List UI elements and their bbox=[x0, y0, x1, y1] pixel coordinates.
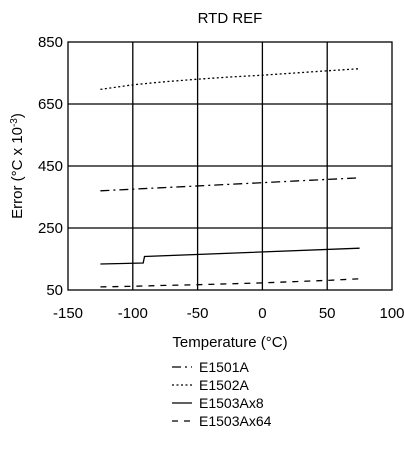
x-tick-label: -100 bbox=[118, 305, 148, 322]
legend-label: E1503Ax64 bbox=[199, 413, 272, 429]
x-tick-label: 0 bbox=[258, 305, 266, 322]
y-axis-label-end: ) bbox=[9, 113, 26, 118]
x-axis-label: Temperature (°C) bbox=[172, 334, 287, 351]
series-line-e1503ax8 bbox=[100, 247, 360, 265]
legend-label: E1501A bbox=[199, 359, 249, 375]
chart-title: RTD REF bbox=[198, 10, 263, 27]
x-tick-labels: -150 -100 -50 0 50 100 bbox=[53, 305, 404, 322]
y-axis-label: Error (°C x 10-3) bbox=[9, 113, 27, 219]
plot-frame bbox=[67, 41, 393, 291]
y-tick-label: 850 bbox=[38, 34, 63, 51]
x-tick-label: -150 bbox=[53, 305, 83, 322]
y-tick-labels: 50 250 450 650 850 bbox=[38, 34, 63, 299]
x-tick-label: -50 bbox=[187, 305, 209, 322]
legend-label: E1503Ax8 bbox=[199, 395, 264, 411]
x-tick-label: 50 bbox=[319, 305, 336, 322]
y-tick-label: 50 bbox=[46, 282, 63, 299]
y-tick-label: 250 bbox=[38, 220, 63, 237]
y-tick-label: 650 bbox=[38, 96, 63, 113]
series-line-e1501a bbox=[100, 177, 360, 192]
grid bbox=[68, 42, 392, 290]
legend-label: E1502A bbox=[199, 377, 249, 393]
y-axis-label-main: Error (°C x 10 bbox=[9, 127, 26, 219]
legend: E1501A E1502A E1503Ax8 E1503Ax64 bbox=[172, 359, 272, 429]
series-line-e1503ax64 bbox=[100, 278, 360, 288]
series-line-e1502a bbox=[100, 68, 360, 91]
y-axis-label-superscript: -3 bbox=[9, 118, 20, 127]
x-tick-label: 100 bbox=[379, 305, 404, 322]
series-lines bbox=[100, 68, 360, 288]
y-tick-label: 450 bbox=[38, 158, 63, 175]
